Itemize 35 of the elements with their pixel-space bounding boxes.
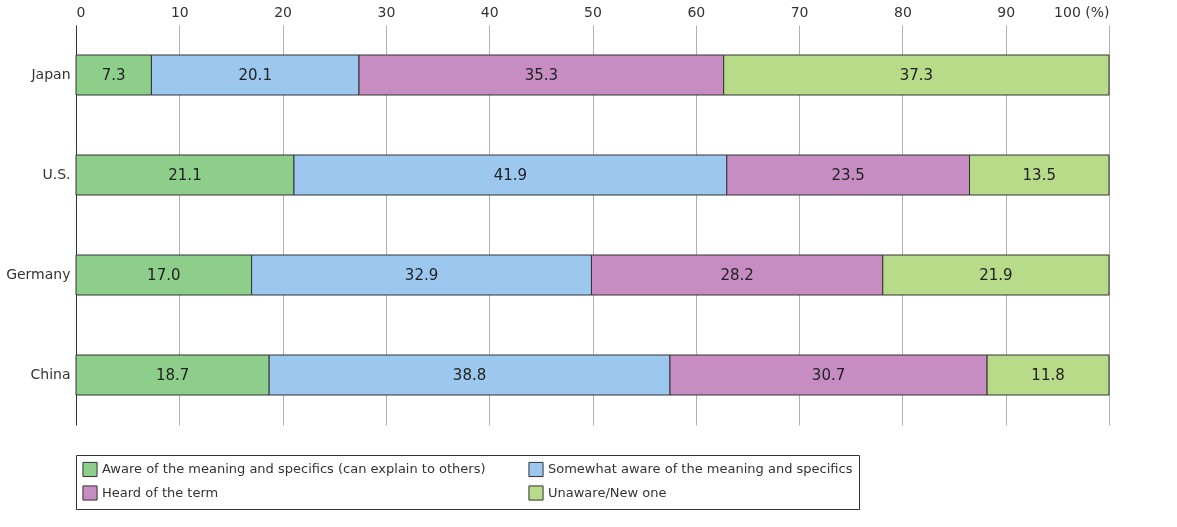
data-label: 20.1 bbox=[238, 66, 272, 84]
data-label: 18.7 bbox=[155, 366, 190, 384]
y-tick-label: China bbox=[30, 366, 71, 382]
y-tick-label: U.S. bbox=[42, 166, 71, 182]
data-label: 7.3 bbox=[101, 66, 126, 84]
data-label: 17.0 bbox=[147, 266, 181, 284]
data-label: 23.5 bbox=[831, 166, 865, 184]
data-label: 13.5 bbox=[1022, 166, 1056, 184]
data-label: 38.8 bbox=[452, 366, 487, 384]
data-label: 37.3 bbox=[899, 66, 934, 84]
data-label: 30.7 bbox=[811, 366, 846, 384]
data-label: 28.2 bbox=[720, 266, 754, 284]
legend-label: Aware of the meaning and specifics (can explain to others) bbox=[102, 461, 486, 477]
legend-label: Somewhat aware of the meaning and specifics bbox=[548, 461, 853, 477]
x-tick-label: 100 (%) bbox=[1054, 3, 1110, 20]
x-tick-label: 70 bbox=[790, 3, 809, 20]
data-label: 41.9 bbox=[493, 166, 528, 184]
legend-label: Heard of the term bbox=[102, 485, 219, 500]
x-tick-label: 0 bbox=[76, 3, 86, 20]
x-tick-label: 10 bbox=[170, 3, 189, 20]
legend-label: Unaware/New one bbox=[548, 485, 667, 500]
x-tick-label: 50 bbox=[584, 3, 602, 20]
x-tick-label: 20 bbox=[274, 3, 293, 20]
y-tick-label: Germany bbox=[6, 266, 71, 282]
data-label: 21.9 bbox=[979, 266, 1013, 284]
x-tick-label: 90 bbox=[997, 3, 1016, 20]
x-tick-label: 60 bbox=[687, 3, 706, 20]
x-tick-label: 80 bbox=[893, 3, 912, 20]
x-tick-label: 30 bbox=[377, 3, 396, 20]
data-label: 11.8 bbox=[1031, 366, 1065, 384]
data-label: 32.9 bbox=[404, 266, 439, 284]
data-label: 35.3 bbox=[524, 66, 559, 84]
y-tick-label: Japan bbox=[30, 66, 71, 82]
data-label: 21.1 bbox=[168, 166, 202, 184]
x-tick-label: 40 bbox=[480, 3, 499, 20]
